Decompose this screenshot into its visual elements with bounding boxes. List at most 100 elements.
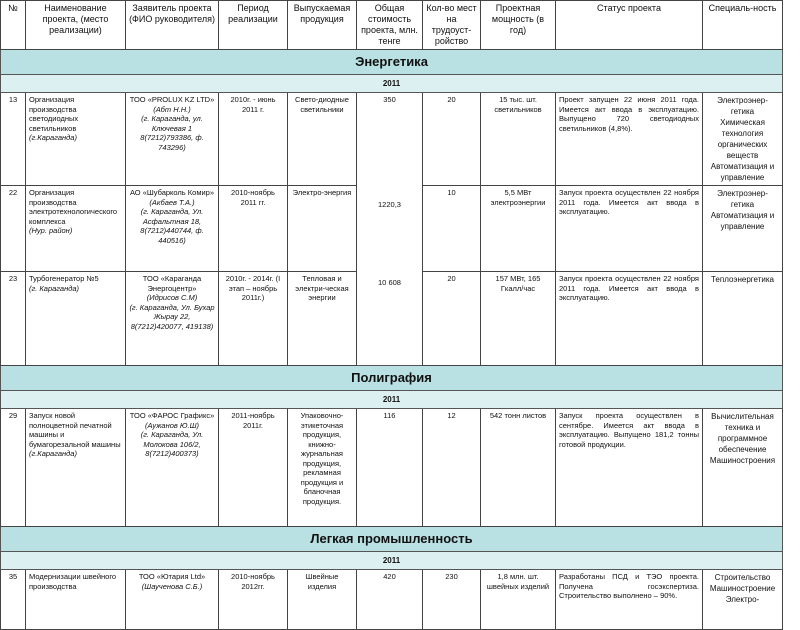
- applicant-text: ТОО «Ютария Ltd»: [138, 572, 206, 581]
- jobs-count-text: 230: [445, 572, 458, 581]
- total-cost-text: 10 608: [378, 277, 401, 287]
- project-name: Организация производства электротехнолог…: [25, 185, 126, 272]
- applicant-text: (Шаученова С.Б.): [141, 581, 203, 591]
- product-text: Электро-энергия: [292, 188, 352, 197]
- year-row: 2011: [0, 390, 783, 409]
- section-title: Энергетика: [0, 49, 783, 75]
- jobs-count-text: 10: [447, 188, 456, 197]
- column-header: Наименование проекта, (место реализации): [25, 0, 126, 50]
- capacity-text: 5,5 МВт электроэнергии: [490, 188, 546, 207]
- table-row: 13 Организация производства светодиодных …: [0, 92, 783, 186]
- project-name-text: Запуск новой полноцветной печатной машин…: [29, 411, 121, 449]
- row-number: 22: [0, 185, 26, 272]
- specialty-text: Электроэнер-гетика: [717, 189, 768, 209]
- column-header: Заявитель проекта (ФИО руководителя): [125, 0, 219, 50]
- section-header: Легкая промышленность: [0, 526, 783, 552]
- specialty: Электроэнер-гетика Химическая технология …: [702, 92, 783, 186]
- project-status-text: Запуск проекта осуществлен 22 ноября 201…: [559, 188, 699, 216]
- jobs-count: 20: [422, 92, 481, 186]
- period: 2011-ноябрь 2011г.: [218, 408, 288, 527]
- specialty-text: Строительство: [714, 573, 771, 582]
- product: Упаковочно-этикеточная продукция, книжно…: [287, 408, 357, 527]
- project-status-text: Проект запущен 22 июня 2011 года. Имеетс…: [559, 95, 699, 133]
- project-status: Проект запущен 22 июня 2011 года. Имеетс…: [555, 92, 703, 186]
- jobs-count: 12: [422, 408, 481, 527]
- period-text: 2010-ноябрь 2011 гг.: [231, 188, 275, 207]
- total-cost: 10 608: [356, 271, 423, 366]
- year-label: 2011: [0, 74, 783, 93]
- project-status-text: Запуск проекта осуществлен в сентябре. И…: [559, 411, 699, 449]
- product-text: Свето-диодные светильники: [295, 95, 349, 114]
- column-header: №: [0, 0, 26, 50]
- total-cost-text: 420: [383, 572, 396, 581]
- year-row: 2011: [0, 551, 783, 570]
- project-name-text: Модернизации швейного производства: [29, 572, 117, 591]
- specialty-text: Машиностроения: [709, 456, 776, 465]
- section-header: Полиграфия: [0, 365, 783, 391]
- specialty-text: Вычислительная техника и программное обе…: [711, 412, 774, 454]
- row-number: 29: [0, 408, 26, 527]
- project-status: Запуск проекта осуществлен 22 ноября 201…: [555, 271, 703, 366]
- column-header: Специаль-ность: [702, 0, 783, 50]
- row-number-text: 13: [8, 95, 18, 104]
- total-cost: 350: [356, 92, 423, 186]
- project-status: Запуск проекта осуществлен в сентябре. И…: [555, 408, 703, 527]
- row-number-text: 35: [8, 572, 18, 581]
- table-row: 29 Запуск новой полноцветной печатной маш…: [0, 408, 783, 527]
- row-number: 13: [0, 92, 26, 186]
- column-header: Кол-во мест на трудоуст-ройство: [422, 0, 481, 50]
- total-cost-text: 1220,3: [378, 199, 401, 209]
- project-name-text: (г. Караганда): [29, 283, 80, 293]
- product-text: Упаковочно-этикеточная продукция, книжно…: [300, 411, 344, 506]
- specialty-text: Автоматизация и управление: [710, 211, 775, 231]
- project-status-text: Запуск проекта осуществлен 22 ноября 201…: [559, 274, 699, 302]
- specialty: Электроэнер-гетика Автоматизация и управл…: [702, 185, 783, 272]
- specialty-text: Автоматизация и управление: [710, 162, 775, 182]
- jobs-count-text: 20: [447, 95, 456, 104]
- project-name-text: Организация производства светодиодных св…: [29, 95, 79, 133]
- capacity: 5,5 МВт электроэнергии: [480, 185, 556, 272]
- applicant-text: (г. Караганда, Ул. Молокова 106/2, 8(721…: [140, 430, 204, 458]
- section-title: Легкая промышленность: [0, 526, 783, 552]
- total-cost-text: 116: [383, 411, 396, 420]
- total-cost: 116: [356, 408, 423, 527]
- project-name: Турбогенератор №5 (г. Караганда): [25, 271, 126, 366]
- applicant: ТОО «ФАРОС Графикс» (Аужанов Ю.Ш) (г. Кара…: [125, 408, 219, 527]
- jobs-count-text: 12: [447, 411, 456, 420]
- applicant-text: (Аужанов Ю.Ш): [144, 420, 200, 430]
- project-name-text: (г.Караганда): [29, 133, 77, 142]
- jobs-count: 20: [422, 271, 481, 366]
- product-text: Швейные изделия: [305, 572, 339, 591]
- column-header: Проектная мощность (в год): [480, 0, 556, 50]
- specialty: Теплоэнергетика: [702, 271, 783, 366]
- jobs-count-text: 20: [447, 274, 456, 283]
- applicant-text: (Акбаев Т.А.): [149, 197, 195, 207]
- project-status-text: Разработаны ПСД и ТЭО проекта. Получена …: [559, 572, 699, 600]
- applicant: АО «Шубарколь Комир» (Акбаев Т.А.) (г. Кар…: [125, 185, 219, 272]
- specialty-text: Химическая технология органических вещес…: [717, 118, 768, 160]
- applicant-text: АО «Шубарколь Комир»: [129, 188, 215, 197]
- specialty: Вычислительная техника и программное обе…: [702, 408, 783, 527]
- year-label: 2011: [0, 390, 783, 409]
- row-number-text: 23: [8, 274, 18, 283]
- period: 2010-ноябрь 2011 гг.: [218, 185, 288, 272]
- section-header: Энергетика: [0, 49, 783, 75]
- capacity: 157 МВт, 165 Гкалл/час: [480, 271, 556, 366]
- total-cost-text: 350: [383, 95, 396, 104]
- year-label: 2011: [0, 551, 783, 570]
- project-status: Запуск проекта осуществлен 22 ноября 201…: [555, 185, 703, 272]
- capacity: 542 тонн листов: [480, 408, 556, 527]
- project-name-text: Организация производства электротехнолог…: [29, 188, 118, 226]
- capacity-text: 157 МВт, 165 Гкалл/час: [495, 274, 541, 293]
- capacity-text: 542 тонн листов: [489, 411, 547, 420]
- total-cost: 1220,3: [356, 185, 423, 272]
- year-row: 2011: [0, 74, 783, 93]
- period-text: 2010-ноябрь 2012гг.: [231, 572, 275, 591]
- table-row: 22 Организация производства электротехнол…: [0, 185, 783, 272]
- column-header: Выпускаемая продукция: [287, 0, 357, 50]
- period: 2010г. - 2014г. (I этап – ноябрь 2011г.): [218, 271, 288, 366]
- row-number-text: 22: [8, 188, 18, 197]
- column-header: Общая стоимость проекта, млн. тенге: [356, 0, 423, 50]
- row-number: 23: [0, 271, 26, 366]
- project-name: Организация производства светодиодных св…: [25, 92, 126, 186]
